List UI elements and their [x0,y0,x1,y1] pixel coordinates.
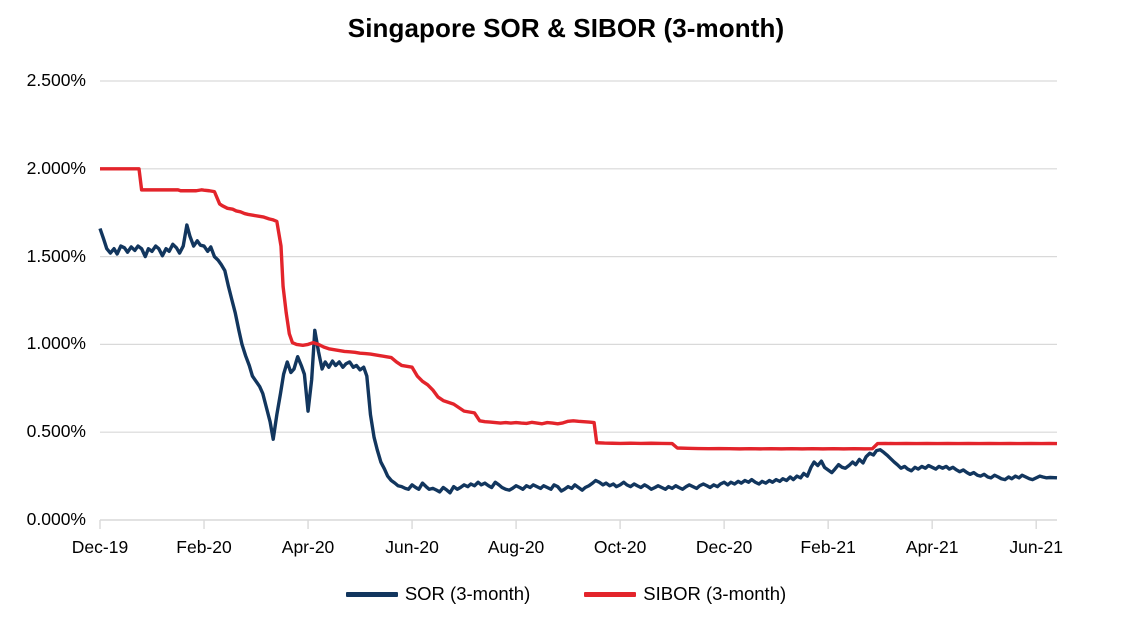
x-axis-ticks [99,520,1037,529]
legend-label: SOR (3-month) [404,583,531,604]
series-lines [98,167,1058,495]
legend-item[interactable]: SIBOR (3-month) [584,583,786,605]
legend-label: SIBOR (3-month) [643,583,787,604]
chart-title: Singapore SOR & SIBOR (3-month) [347,13,785,43]
x-axis-tick-label: Apr-20 [281,537,335,557]
chart-legend: SOR (3-month) SIBOR (3-month) [0,583,1132,605]
x-axis-tick-label: Aug-20 [487,537,545,557]
series-line [100,167,1058,451]
x-axis-tick-label: Feb-20 [176,537,232,557]
y-axis-tick-label: 1.000% [26,333,86,354]
x-axis-tick-label: Jun-20 [385,537,439,557]
y-axis-tick-label: 1.500% [26,245,86,266]
legend-swatch-icon [584,591,637,597]
series-line [98,223,1058,495]
x-axis-tick-label: Dec-20 [695,537,753,557]
y-axis-tick-label: 2.500% [26,70,86,90]
legend-swatch-icon [345,591,398,597]
x-axis-tick-label: Oct-20 [593,537,647,557]
y-axis-tick-label: 0.500% [26,421,86,442]
gridlines [100,80,1057,521]
y-axis-tick-label: 2.000% [26,157,86,178]
x-axis-tick-label: Feb-21 [800,537,856,557]
legend-item[interactable]: SOR (3-month) [345,583,531,605]
y-axis-tick-label: 0.000% [26,509,86,529]
x-axis-tick-label: Jun-21 [1009,537,1063,557]
x-axis-tick-label: Dec-19 [71,537,129,557]
x-axis-tick-label: Apr-21 [905,537,959,557]
